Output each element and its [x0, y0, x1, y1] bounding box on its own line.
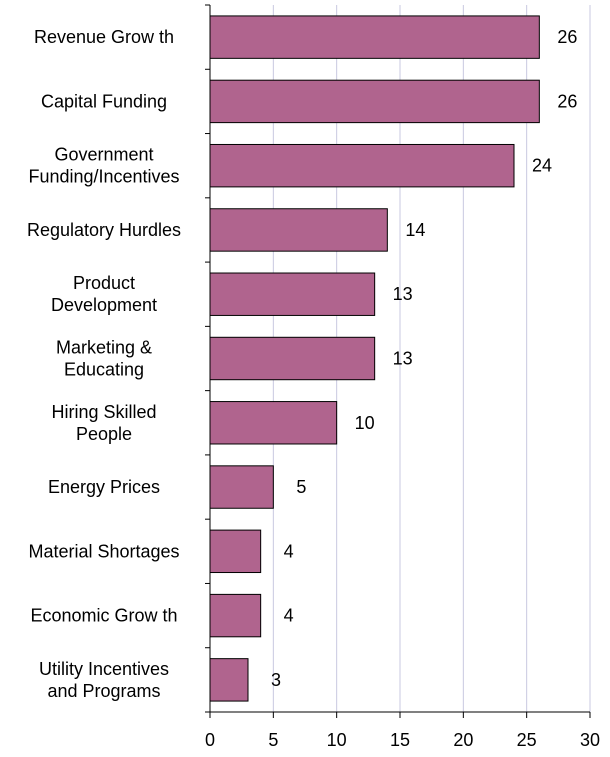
bar: [209, 465, 274, 509]
data-label: 26: [557, 91, 577, 111]
category-label: Energy Prices: [48, 477, 160, 497]
bar: [209, 143, 515, 188]
category-label: Marketing & Educating: [56, 338, 152, 380]
bars: [209, 15, 540, 702]
category-label: Regulatory Hurdles: [27, 220, 181, 240]
x-tick-label: 5: [268, 730, 278, 750]
data-label: 4: [284, 606, 294, 626]
bar: [209, 336, 376, 381]
x-tick-label: 25: [517, 730, 537, 750]
category-label: Material Shortages: [28, 541, 179, 561]
bar: [209, 593, 262, 638]
category-label: Capital Funding: [41, 91, 167, 111]
x-tick-label: 20: [453, 730, 473, 750]
x-tick-label: 30: [580, 730, 600, 750]
category-label: Product Development: [51, 273, 157, 315]
data-label: 26: [557, 27, 577, 47]
axes: [205, 4, 591, 718]
data-label: 10: [355, 413, 375, 433]
data-label: 24: [532, 156, 552, 176]
data-label: 3: [271, 670, 281, 690]
bar: [209, 15, 540, 59]
bar: [209, 272, 376, 316]
data-label: 4: [284, 541, 294, 561]
bar: [209, 658, 249, 702]
category-label: Government Funding/Incentives: [28, 145, 179, 187]
category-label: Utility Incentives and Programs: [39, 659, 169, 701]
category-label: Revenue Grow th: [34, 27, 174, 47]
x-tick-label: 0: [205, 730, 215, 750]
category-label: Economic Grow th: [30, 606, 177, 626]
labels: 26 Revenue Grow th 26 Capital Funding 24 Gove…: [27, 27, 600, 750]
bar: [209, 401, 338, 445]
bar: [209, 529, 262, 574]
data-label: 14: [405, 220, 425, 240]
data-label: 13: [393, 349, 413, 369]
bar: [209, 79, 540, 124]
category-label: Hiring Skilled People: [51, 402, 156, 444]
bar: [209, 208, 388, 252]
data-label: 5: [296, 477, 306, 497]
x-tick-label: 10: [327, 730, 347, 750]
x-tick-label: 15: [390, 730, 410, 750]
data-label: 13: [393, 284, 413, 304]
